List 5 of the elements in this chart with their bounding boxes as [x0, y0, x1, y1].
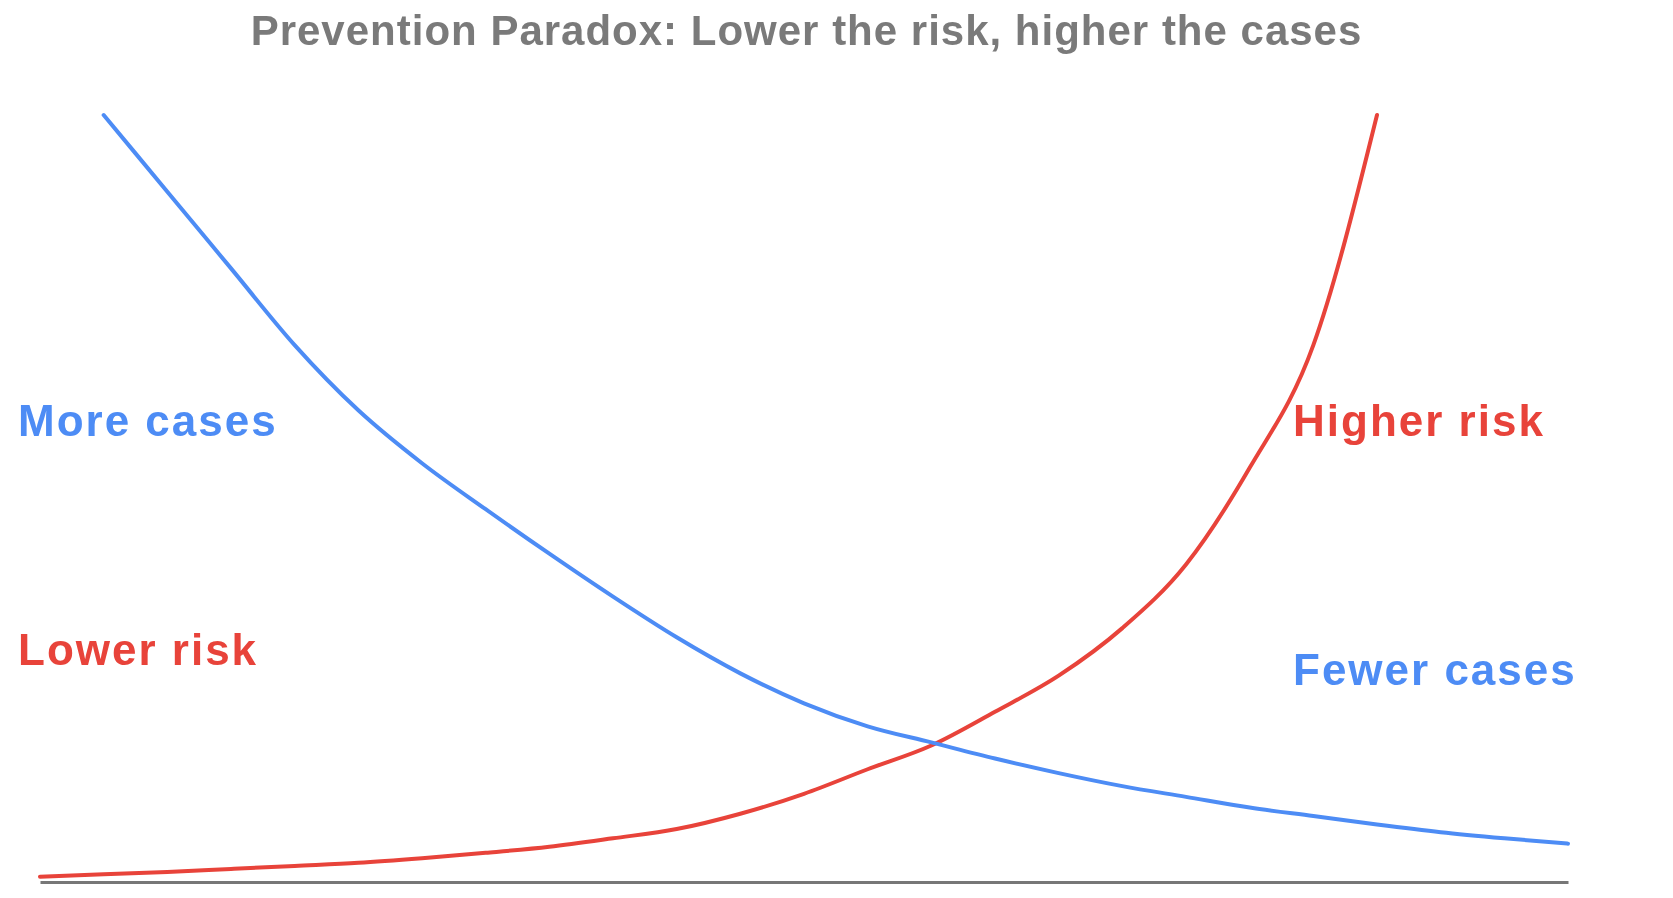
annotation: Fewer cases: [1293, 645, 1577, 694]
annotation: Lower risk: [18, 625, 259, 674]
annotation: Higher risk: [1293, 396, 1545, 445]
chart-title: Prevention Paradox: Lower the risk, higher the cases: [250, 7, 1363, 54]
annotation: More cases: [18, 396, 278, 445]
